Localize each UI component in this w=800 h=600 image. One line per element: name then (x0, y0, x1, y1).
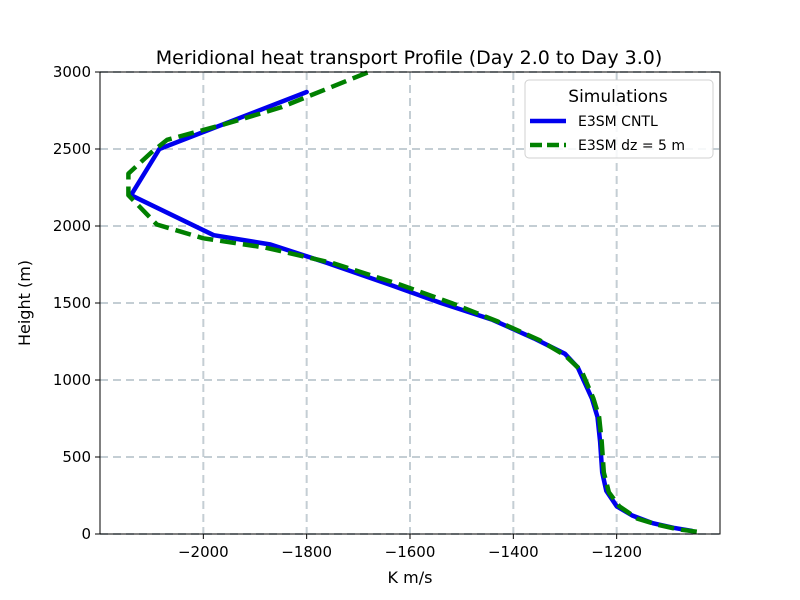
legend: Simulations E3SM CNTL E3SM dz = 5 m (524, 79, 714, 159)
y-tick-label: 2500 (53, 140, 91, 158)
series-layer (126, 69, 698, 534)
ticks: −2000 −1800 −1600 −1400 −1200 0 500 1000 1500 200… (53, 63, 642, 561)
y-tick-label: 500 (62, 448, 91, 466)
y-tick-label: 0 (81, 525, 91, 543)
x-tick-label: −1800 (281, 543, 332, 561)
legend-title: Simulations (568, 87, 668, 107)
legend-box (524, 79, 714, 159)
chart-title: Meridional heat transport Profile (Day 2… (156, 47, 662, 69)
legend-label-dz5: E3SM dz = 5 m (578, 138, 685, 154)
series-line-1 (126, 69, 698, 534)
grid (100, 71, 720, 535)
x-tick-label: −1200 (591, 543, 642, 561)
legend-label-cntl: E3SM CNTL (578, 114, 658, 130)
x-axis-title: K m/s (388, 568, 433, 587)
x-tick-label: −2000 (178, 543, 229, 561)
y-tick-label: 1000 (53, 371, 91, 389)
x-tick-label: −1400 (488, 543, 539, 561)
y-tick-label: 3000 (53, 63, 91, 81)
y-tick-label: 2000 (53, 217, 91, 235)
x-tick-label: −1600 (385, 543, 436, 561)
y-tick-label: 1500 (53, 294, 91, 312)
y-axis-title: Height (m) (15, 260, 34, 346)
